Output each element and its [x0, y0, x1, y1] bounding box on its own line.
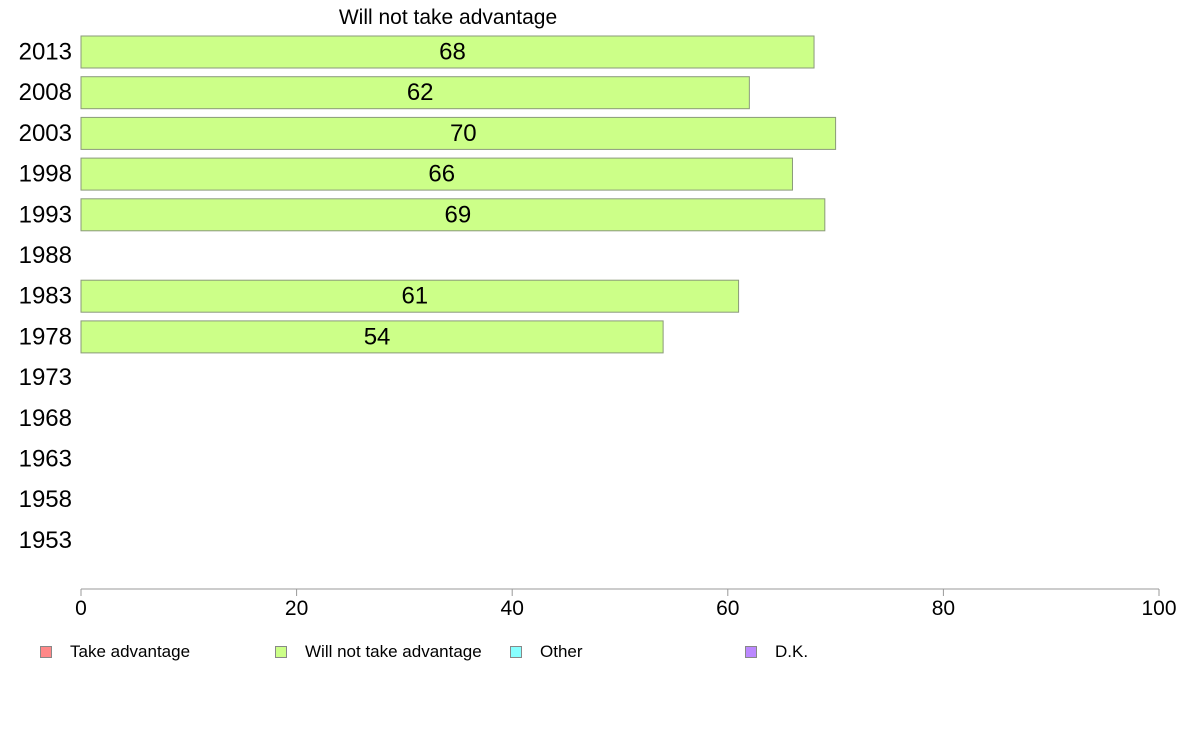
y-tick-label: 2013 [19, 39, 72, 66]
y-tick-label: 1993 [19, 201, 72, 228]
x-tick-label: 20 [285, 597, 308, 620]
y-tick-label: 2003 [19, 120, 72, 147]
legend-label: D.K. [775, 642, 809, 661]
bar-2013 [80, 35, 815, 69]
legend: Take advantage Will not take advantage O… [0, 642, 1188, 666]
y-tick-label: 1973 [19, 364, 72, 391]
x-tick-label: 100 [1141, 597, 1176, 620]
legend-swatch [275, 646, 287, 658]
x-tick-label: 60 [716, 597, 739, 620]
y-tick-label: 1963 [19, 446, 72, 473]
bars-group [80, 35, 837, 354]
y-tick-label: 1968 [19, 405, 72, 432]
bar-1998 [80, 157, 793, 191]
bar-1983 [80, 279, 740, 313]
data-label-2003: 70 [450, 120, 477, 147]
y-axis-labels: 2013 2008 2003 1998 1993 1988 1983 1978 1973 1968… [19, 39, 72, 554]
legend-item-other: Other [510, 642, 583, 662]
bar-2008 [80, 76, 750, 110]
legend-swatch [745, 646, 757, 658]
legend-item-will-not-take-advantage: Will not take advantage [275, 642, 482, 662]
data-label-1983: 61 [401, 283, 428, 310]
data-label-1998: 66 [428, 161, 455, 188]
x-tick-label: 80 [932, 597, 955, 620]
y-tick-label: 2008 [19, 79, 72, 106]
legend-label: Will not take advantage [305, 642, 482, 661]
legend-swatch [510, 646, 522, 658]
x-tick-label: 0 [75, 597, 87, 620]
y-tick-label: 1978 [19, 323, 72, 350]
legend-item-dk: D.K. [745, 642, 808, 662]
y-tick-label: 1998 [19, 161, 72, 188]
x-axis: 0 20 40 60 80 100 [75, 588, 1177, 620]
data-label-2008: 62 [407, 79, 434, 106]
legend-swatch [40, 646, 52, 658]
bar-1993 [80, 198, 826, 232]
y-tick-label: 1953 [19, 527, 72, 554]
bar-1978 [80, 320, 664, 354]
legend-item-take-advantage: Take advantage [40, 642, 190, 662]
data-label-1993: 69 [445, 201, 472, 228]
data-label-1978: 54 [364, 323, 391, 350]
x-tick-label: 40 [501, 597, 524, 620]
bar-2003 [80, 116, 837, 150]
legend-label: Take advantage [70, 642, 191, 661]
y-tick-label: 1983 [19, 283, 72, 310]
y-tick-label: 1988 [19, 242, 72, 269]
legend-label: Other [540, 642, 583, 661]
data-label-2013: 68 [439, 39, 466, 66]
chart-title: Will not take advantage [338, 6, 558, 29]
y-tick-label: 1958 [19, 486, 72, 513]
